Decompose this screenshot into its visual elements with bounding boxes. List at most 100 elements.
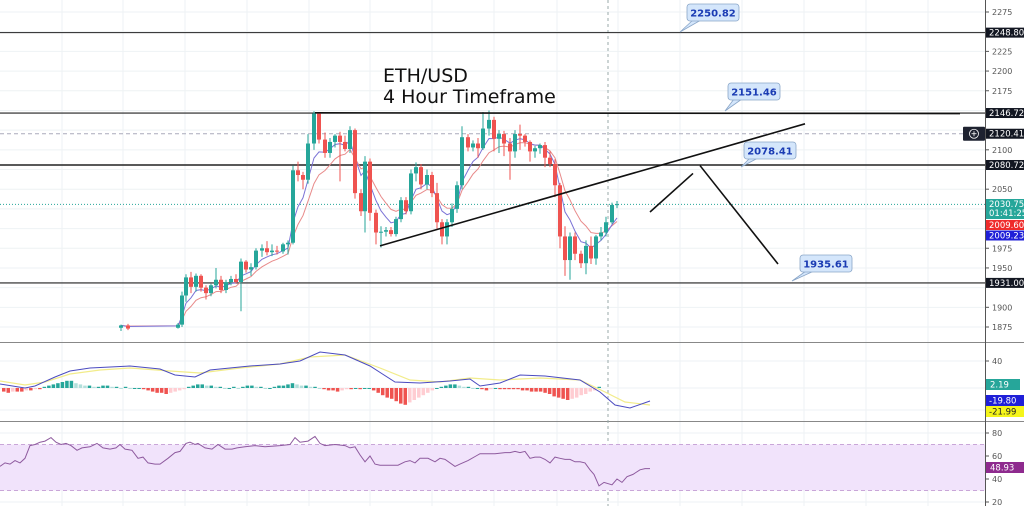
trendlines[interactable] [314,112,961,265]
macd-histogram-bar [232,386,236,388]
candle-body [333,135,337,142]
candle-body [234,278,238,283]
macd-histogram-bar [241,386,245,388]
candle [568,232,572,280]
callout-pointer [724,98,744,112]
macd-histogram-bar [177,388,182,391]
candle [296,161,300,182]
macd-histogram-bar [525,388,529,391]
macd-histogram-bar [529,388,534,392]
macd-histogram-bar [123,386,128,388]
candle [234,274,238,284]
macd-histogram-bar [60,382,65,388]
macd-histogram-bar [317,388,322,389]
candle-body [219,279,223,290]
price-callout[interactable]: 2078.41 [740,141,797,168]
axis-tick-label: 2100 [992,146,1012,155]
macd-hist-tag-bg [986,379,1020,390]
candle [389,226,393,237]
macd-histogram-bar [299,385,304,388]
candle [599,226,603,241]
candle-body [176,324,180,328]
macd-histogram-bar [114,386,119,388]
macd-histogram-bar [417,388,421,398]
macd-histogram-bar [110,386,114,388]
candle-body [518,134,522,136]
trendline-projection-up[interactable] [649,172,694,213]
candle [301,171,305,190]
macd-histogram-bar [236,388,241,389]
candle-body [328,141,332,153]
macd-histogram-bar [471,388,475,389]
candle-body [425,175,429,185]
candle [558,182,562,249]
candle-body [323,139,327,153]
candle [348,126,352,153]
price-callouts[interactable]: 2250.82 2151.46 2078.41 1935.61 [679,3,853,282]
macd-histogram-bar [502,388,507,390]
candle-body [312,113,316,144]
candle-body [254,250,258,268]
candle-body [291,170,295,243]
candle-body [224,282,228,290]
trendline-ascending-support[interactable] [379,123,806,247]
candle-body [584,245,588,264]
macd-histogram-bar [570,388,574,399]
macd-histogram-bar [254,386,259,388]
candle-body [615,204,619,206]
candle-body [481,128,485,149]
candle-body [296,170,300,176]
candle-body [497,134,501,139]
candle [317,112,321,144]
candle [430,171,434,198]
macd-histogram-bar [493,388,498,389]
macd-histogram-bar [313,386,317,388]
candle-body [487,119,491,129]
macd-histogram-bar [552,388,556,397]
trendline-projection-peak-down[interactable] [699,165,779,265]
candle [176,323,180,329]
macd-histogram-bar [290,383,295,388]
macd-histogram-bar [439,386,444,388]
candle-body [445,222,449,237]
candle [363,156,367,233]
candle-body [471,143,475,148]
axis-tick-label: 1900 [992,303,1012,312]
candle [528,140,532,162]
axis-tick-label: 2200 [992,67,1012,76]
axis-tick-label: 2050 [992,185,1012,194]
macd-signal-tag: -21.99 [989,408,1016,418]
horizontal-levels[interactable] [0,32,985,284]
candle-body [414,167,418,174]
macd-histogram-bar [128,388,132,389]
candle [610,202,614,224]
macd-histogram-bar [132,388,137,389]
candle [481,112,485,150]
macd-histogram-bar [268,388,272,389]
price-callout[interactable]: 2250.82 [679,3,740,33]
macd-histogram-bar [33,388,38,390]
candle [199,274,203,292]
price-callout[interactable]: 2151.46 [724,82,781,112]
candle-body [204,287,208,294]
callout-label: 2078.41 [747,147,793,158]
trendline-resistance-top[interactable] [314,112,961,115]
candle [338,131,342,182]
macd-signal-tag-bg [986,406,1024,417]
candle [455,181,459,213]
candle-body [270,250,274,253]
rsi-axis-label: 60 [992,452,1002,461]
price-axis[interactable]: 2275 2225 2200 2175 2100 2050 1975 1950 1900 1875… [985,0,1012,506]
macd-histogram-bar [308,386,313,388]
candle [180,291,184,327]
candle-body [363,161,367,212]
macd-histogram-bar [245,385,250,388]
macd-hist-tag: 2.19 [990,381,1009,391]
candle-body [214,279,218,286]
candle [579,250,583,268]
rsi-value-tag: 48.93 [990,464,1014,474]
ema-fast-tag: 2009.23 [989,232,1024,242]
macd-histogram-bar [137,388,141,389]
price-callout[interactable]: 1935.61 [791,254,853,282]
